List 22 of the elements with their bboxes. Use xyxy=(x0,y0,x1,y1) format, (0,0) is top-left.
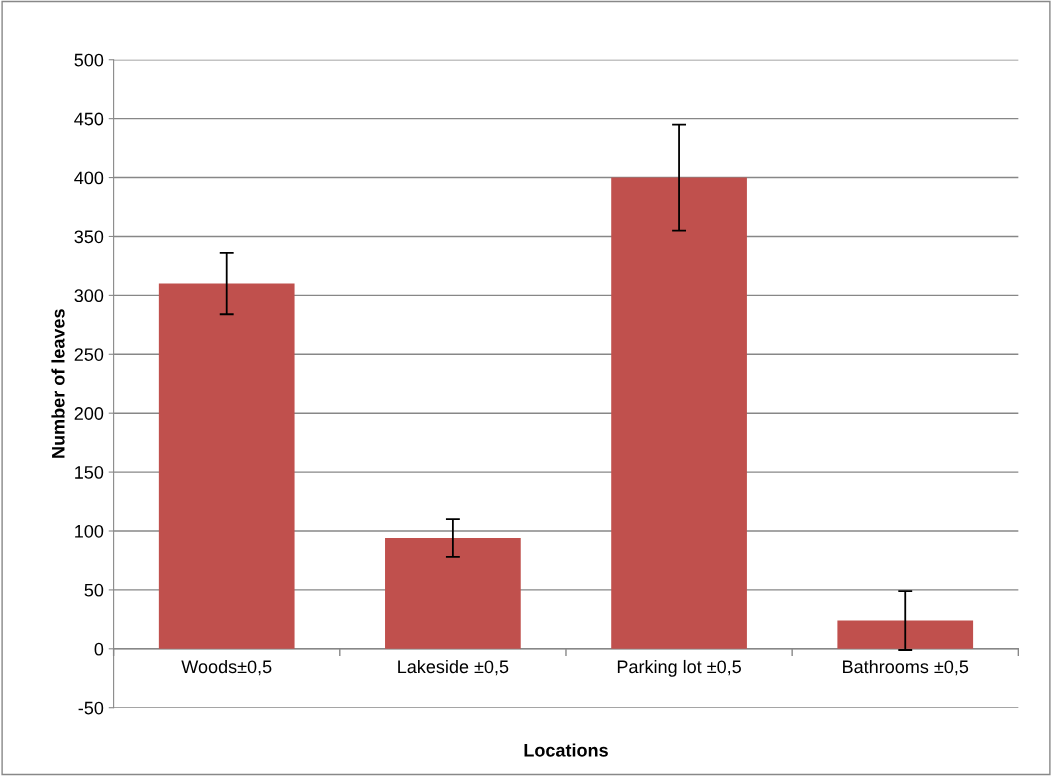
bar xyxy=(837,620,974,649)
x-tick-label: Parking lot ±0,5 xyxy=(617,659,741,677)
y-tick-label: 500 xyxy=(74,53,104,67)
y-tick-label: 400 xyxy=(74,171,104,185)
y-tick-label: 100 xyxy=(75,524,104,538)
bar xyxy=(611,177,747,649)
x-tick-label: Woods±0,5 xyxy=(181,659,272,676)
x-tick-label: Bathrooms ±0,5 xyxy=(843,659,969,676)
y-tick-label: 250 xyxy=(74,348,104,361)
y-tick-label: 350 xyxy=(74,230,104,244)
y-tick-label: 200 xyxy=(74,407,104,420)
bar xyxy=(158,283,295,649)
y-tick-label: 300 xyxy=(74,289,104,303)
y-tick-label: 50 xyxy=(84,583,104,597)
y-tick-label: -50 xyxy=(78,701,104,715)
y-tick-label: 450 xyxy=(74,112,104,126)
bar xyxy=(385,538,521,649)
x-axis-title: Locations xyxy=(524,743,608,757)
y-axis-title: Number of leaves xyxy=(51,309,65,458)
y-tick-label: 0 xyxy=(94,642,104,656)
y-tick-label: 150 xyxy=(75,466,104,479)
x-tick-label: Lakeside ±0,5 xyxy=(398,659,509,676)
